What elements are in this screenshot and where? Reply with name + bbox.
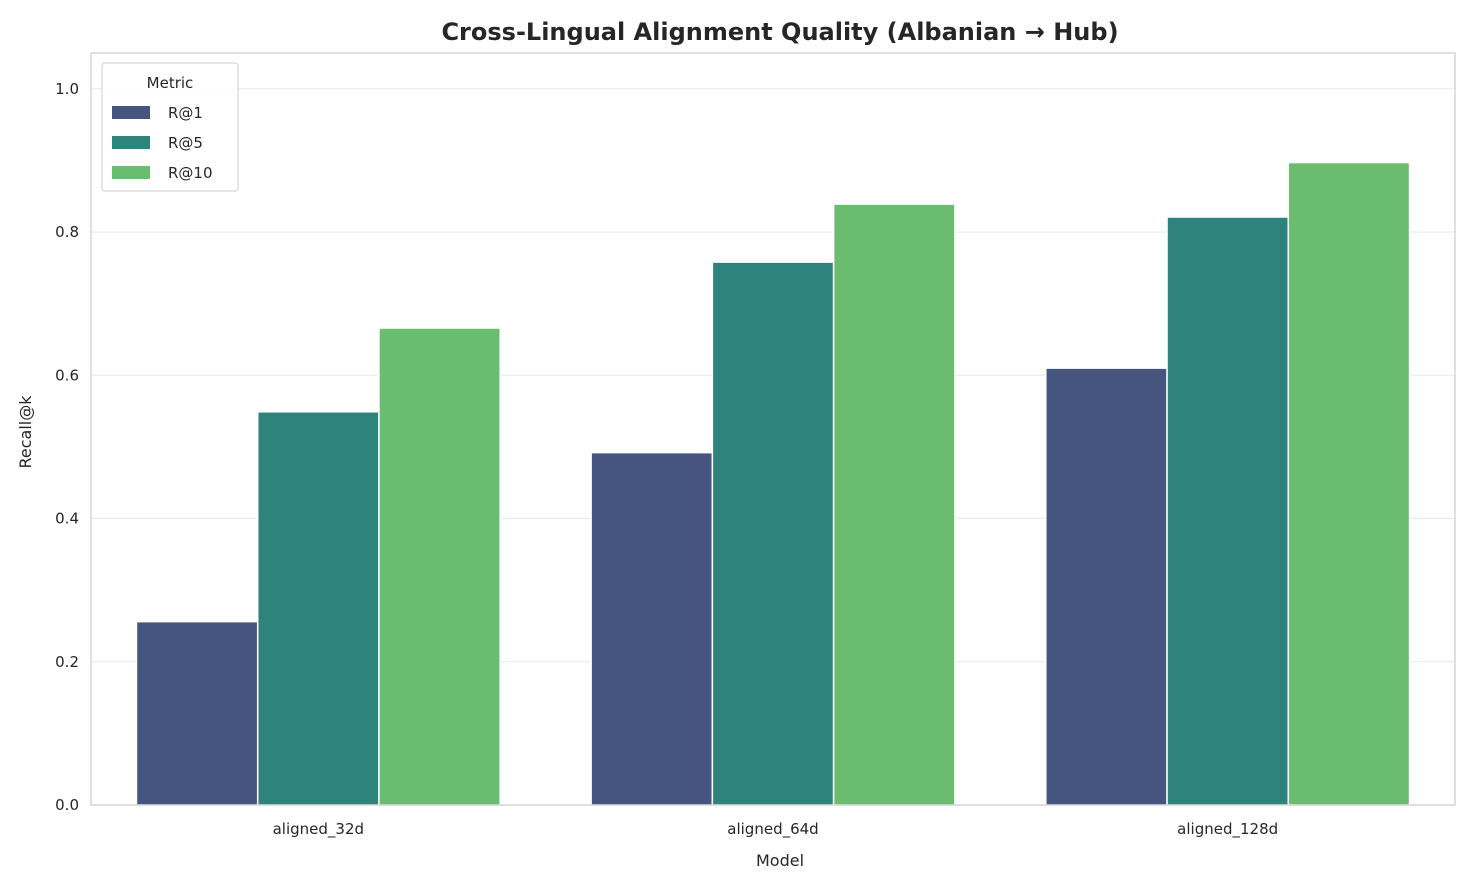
legend: Metric R@1 R@5 R@10 [101, 62, 239, 192]
bar-R@1-aligned_128d [1045, 367, 1168, 806]
bar-R@10-aligned_64d [832, 203, 956, 806]
legend-title: Metric [147, 74, 194, 92]
x-tick-label: aligned_128d [1177, 820, 1278, 839]
y-tick-label: 0.6 [55, 366, 79, 384]
x-tick-label: aligned_32d [273, 820, 364, 839]
bar-R@5-aligned_128d [1166, 216, 1290, 806]
y-axis-label: Recall@k [16, 395, 35, 469]
legend-swatch-R@1 [112, 106, 150, 119]
y-tick-label: 0.4 [55, 510, 79, 528]
legend-swatch-R@5 [112, 136, 150, 149]
bar-R@1-aligned_64d [590, 451, 714, 806]
x-axis-label: Model [756, 851, 804, 870]
bar-R@10-aligned_128d [1287, 161, 1411, 806]
bar-R@10-aligned_32d [378, 327, 501, 806]
legend-label: R@5 [168, 134, 203, 152]
legend-label: R@10 [168, 164, 213, 182]
x-tick-label: aligned_64d [727, 820, 818, 839]
chart-title: Cross-Lingual Alignment Quality (Albania… [441, 18, 1118, 46]
y-tick-label: 0.0 [55, 796, 79, 814]
bar-R@1-aligned_32d [135, 620, 259, 806]
y-tick-label: 0.8 [55, 223, 79, 241]
y-tick-label: 0.2 [55, 653, 79, 671]
legend-swatch-R@10 [112, 166, 150, 179]
y-tick-label: 1.0 [55, 80, 79, 98]
legend-label: R@1 [168, 104, 203, 122]
bar-R@5-aligned_32d [256, 411, 380, 806]
plot-frame [90, 52, 1456, 806]
bar-R@5-aligned_64d [711, 261, 835, 806]
